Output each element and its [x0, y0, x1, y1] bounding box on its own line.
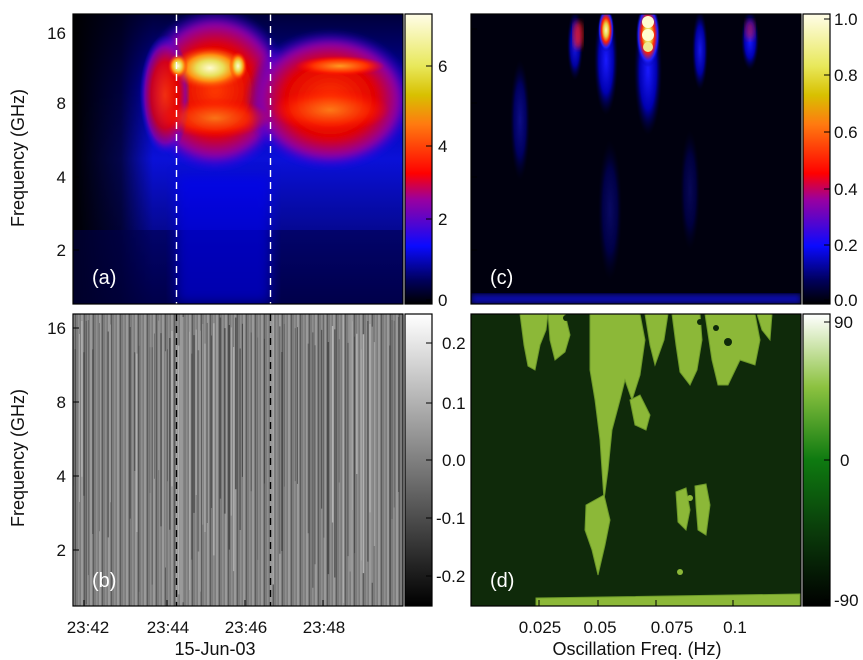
- cb-tick-label: -0.1: [436, 509, 465, 528]
- x-axis-title: 15-Jun-03: [174, 639, 255, 659]
- cb-tick-label: 0.2: [834, 236, 858, 255]
- y-tick-label: 2: [57, 241, 66, 260]
- y-tick-label: 16: [47, 319, 66, 338]
- x-axis-title: Oscillation Freq. (Hz): [552, 639, 721, 659]
- cb-tick-label: 0.2: [442, 334, 466, 353]
- cb-tick-label: 6: [438, 57, 447, 76]
- colorbar-a: [405, 14, 432, 304]
- panel-d-label: (d): [490, 570, 514, 592]
- cb-tick-label: 0: [840, 451, 849, 470]
- cb-tick-label: 0.1: [442, 394, 466, 413]
- panel-d-heatmap: [471, 314, 801, 606]
- panel-d-xticks: 0.025 0.05 0.075 0.1: [519, 600, 747, 637]
- panel-a-yticks: 16 8 4 2: [47, 24, 79, 260]
- colorbar-c: [803, 14, 830, 304]
- panel-b-frame: [72, 313, 404, 607]
- x-tick-label: 0.05: [583, 618, 616, 637]
- panel-c-heatmap: [471, 14, 801, 304]
- x-tick-label: 0.1: [723, 618, 747, 637]
- y-tick-label: 4: [57, 168, 66, 187]
- cb-tick-label: -90: [834, 591, 859, 610]
- x-tick-label: 23:42: [67, 618, 110, 637]
- y-axis-title: Frequency (GHz): [8, 389, 28, 527]
- colorbar-a-ticks: 0 2 4 6: [426, 57, 447, 310]
- y-tick-label: 8: [57, 94, 66, 113]
- panel-d-frame: [470, 313, 802, 607]
- cb-tick-label: 2: [438, 210, 447, 229]
- panel-c-label: (c): [490, 267, 513, 289]
- panel-b-label: (b): [92, 570, 116, 592]
- cb-tick-label: 0: [438, 291, 447, 310]
- x-tick-label: 23:44: [147, 618, 190, 637]
- panel-a: (a) 16 8 4 2 Frequency (GHz) 0 2 4 6: [8, 13, 447, 310]
- panel-b-xticks: 23:42 23:44 23:46 23:48: [67, 600, 346, 637]
- y-tick-label: 4: [57, 467, 66, 486]
- colorbar-b-ticks: 0.2 0.1 0.0 -0.1 -0.2: [426, 334, 466, 586]
- panel-d: (d) 0.025 0.05 0.075 0.1 Oscillation Fre…: [470, 313, 859, 659]
- x-tick-label: 23:48: [303, 618, 346, 637]
- panel-a-frame: [72, 13, 404, 305]
- cb-tick-label: 0.8: [834, 66, 858, 85]
- x-tick-label: 0.075: [651, 618, 694, 637]
- y-tick-label: 2: [57, 541, 66, 560]
- colorbar-c-ticks: 1.0 0.8 0.6 0.4 0.2 0.0: [824, 10, 858, 310]
- panel-a-label: (a): [92, 267, 116, 289]
- cb-tick-label: 90: [834, 313, 853, 332]
- cb-tick-label: 0.6: [834, 123, 858, 142]
- cb-tick-label: -0.2: [436, 567, 465, 586]
- cb-tick-label: 1.0: [834, 10, 858, 29]
- panel-c: (c) 1.0 0.8 0.6 0.4 0.2 0.0: [470, 10, 858, 310]
- y-axis-title: Frequency (GHz): [8, 89, 28, 227]
- panel-c-yticks: [471, 28, 477, 251]
- cb-tick-label: 0.4: [834, 180, 858, 199]
- cb-tick-label: 0.0: [834, 291, 858, 310]
- cb-tick-label: 4: [438, 137, 447, 156]
- panel-c-frame: [470, 13, 802, 305]
- panel-b-heatmap: [73, 314, 403, 606]
- panel-b-yticks: 16 8 4 2: [47, 319, 79, 560]
- y-tick-label: 8: [57, 393, 66, 412]
- colorbar-d-ticks: 90 0 -90: [824, 313, 859, 610]
- x-tick-label: 0.025: [519, 618, 562, 637]
- panel-a-heatmap: [73, 14, 403, 304]
- x-tick-label: 23:46: [225, 618, 268, 637]
- cb-tick-label: 0.0: [442, 451, 466, 470]
- panel-b: (b) 16 8 4 2 Frequency (GHz) 23:42 23:44…: [8, 313, 466, 659]
- y-tick-label: 16: [47, 24, 66, 43]
